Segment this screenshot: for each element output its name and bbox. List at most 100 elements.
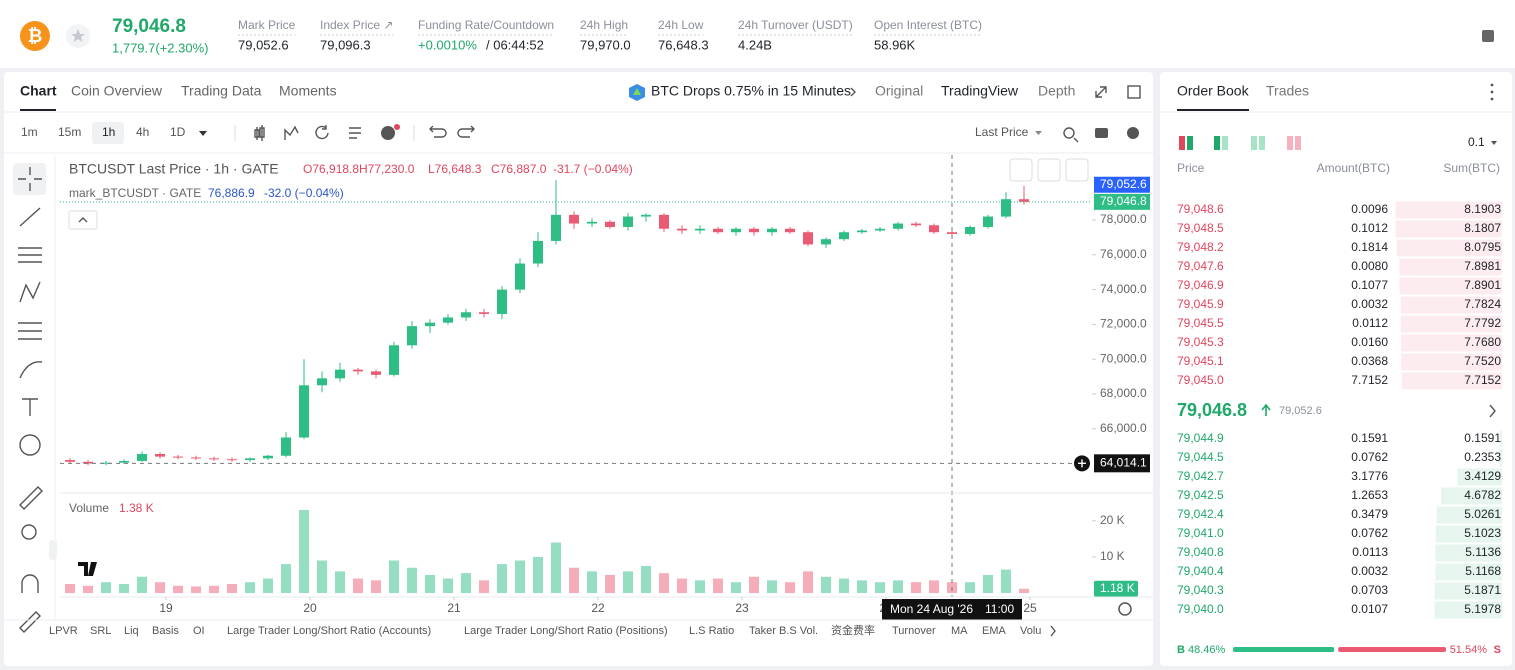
- alert-text[interactable]: BTC Drops 0.75% in 15 Minutes: [651, 83, 851, 99]
- expand-button[interactable]: [1095, 86, 1107, 98]
- order-price[interactable]: 79,048.2: [1177, 240, 1224, 254]
- indicator-button[interactable]: L.S Ratio: [689, 625, 734, 637]
- fib-tool[interactable]: [18, 322, 42, 340]
- alert-add-button[interactable]: [381, 126, 395, 140]
- interval-button[interactable]: 4h: [136, 125, 149, 139]
- mid-chevron[interactable]: [1489, 404, 1496, 418]
- chart-tab[interactable]: Chart: [20, 83, 57, 99]
- indicator-button[interactable]: OI: [193, 625, 205, 637]
- indicator-button[interactable]: SRL: [90, 625, 111, 637]
- book-view-icon[interactable]: [1295, 136, 1301, 150]
- order-price[interactable]: 79,045.1: [1177, 354, 1224, 368]
- ruler-tool[interactable]: [19, 486, 43, 510]
- book-tab[interactable]: Trades: [1266, 83, 1309, 99]
- pattern-tool[interactable]: [19, 281, 41, 303]
- indicator-button[interactable]: MA: [951, 625, 968, 637]
- hline-tool[interactable]: [18, 247, 42, 263]
- order-price[interactable]: 79,040.4: [1177, 564, 1224, 578]
- indicator-button[interactable]: Volu: [1020, 625, 1041, 637]
- book-view-icon[interactable]: [1179, 136, 1185, 150]
- chart-tab[interactable]: Trading Data: [181, 83, 262, 99]
- indicator-button[interactable]: Basis: [152, 625, 179, 637]
- fullscreen-button[interactable]: [1065, 158, 1089, 182]
- indicators-next[interactable]: [1050, 625, 1056, 637]
- book-view-icon[interactable]: [1222, 136, 1228, 150]
- candle-body: [749, 228, 760, 233]
- order-price[interactable]: 79,045.0: [1177, 373, 1224, 387]
- text-tool[interactable]: [22, 398, 38, 416]
- book-view-icon[interactable]: [1214, 136, 1220, 150]
- order-price[interactable]: 79,042.5: [1177, 488, 1224, 502]
- chart-tab[interactable]: Moments: [279, 83, 337, 99]
- indicator-button[interactable]: Turnover: [892, 625, 936, 637]
- interval-button[interactable]: 1m: [21, 125, 38, 139]
- pen-tool[interactable]: [19, 611, 41, 633]
- volume-bar: [659, 573, 670, 593]
- view-tab[interactable]: TradingView: [941, 83, 1019, 99]
- book-view-icon[interactable]: [1287, 136, 1293, 150]
- depth-bar: [1395, 220, 1502, 238]
- order-price[interactable]: 79,047.6: [1177, 259, 1224, 273]
- depth-bar: [1401, 353, 1502, 371]
- book-view-icon[interactable]: [1251, 136, 1257, 150]
- interval-button[interactable]: 1D: [170, 125, 186, 139]
- indicator-button[interactable]: 资金费率: [831, 623, 875, 637]
- order-price[interactable]: 79,044.9: [1177, 431, 1224, 445]
- order-price[interactable]: 79,040.3: [1177, 583, 1224, 597]
- order-price[interactable]: 79,041.0: [1177, 526, 1224, 540]
- order-price[interactable]: 79,046.9: [1177, 278, 1224, 292]
- price-type-select[interactable]: Last Price: [975, 125, 1029, 139]
- indicator-button[interactable]: Taker B.S Vol.: [749, 625, 818, 637]
- settings-button[interactable]: [1127, 127, 1139, 139]
- compare-button[interactable]: [315, 125, 329, 140]
- indicator-button[interactable]: Large Trader Long/Short Ratio (Accounts): [227, 625, 431, 637]
- indicator-button[interactable]: EMA: [982, 625, 1007, 637]
- order-price[interactable]: 79,045.9: [1177, 297, 1224, 311]
- legend-ohlc: -31.7 (−0.04%): [553, 162, 633, 176]
- order-price[interactable]: 79,040.0: [1177, 602, 1224, 616]
- candle-type-button[interactable]: [254, 125, 265, 141]
- order-price[interactable]: 79,045.3: [1177, 335, 1224, 349]
- brush-tool[interactable]: [19, 361, 43, 379]
- undo-button[interactable]: [429, 125, 447, 138]
- precision-select[interactable]: 0.1: [1468, 135, 1485, 149]
- indicator-button[interactable]: Liq: [124, 625, 139, 637]
- crosshair-tool[interactable]: [18, 167, 42, 191]
- book-view-icon[interactable]: [1187, 136, 1193, 150]
- legend-collapse[interactable]: [68, 210, 98, 230]
- chart-tab[interactable]: Coin Overview: [71, 83, 163, 99]
- magnet-tool[interactable]: [21, 574, 39, 593]
- order-price[interactable]: 79,042.4: [1177, 507, 1224, 521]
- order-price[interactable]: 79,042.7: [1177, 469, 1224, 483]
- emoji-tool[interactable]: [19, 434, 41, 456]
- interval-dropdown[interactable]: [199, 131, 207, 136]
- order-price[interactable]: 79,040.8: [1177, 545, 1224, 559]
- screenshot-button[interactable]: [1095, 128, 1108, 138]
- layout-button[interactable]: [1482, 30, 1494, 42]
- template-button[interactable]: [349, 127, 361, 139]
- trendline-tool[interactable]: [19, 207, 41, 227]
- last-volume-tag: [1094, 580, 1138, 597]
- interval-button[interactable]: 1h: [102, 125, 115, 139]
- reset-button[interactable]: [1037, 158, 1061, 182]
- search-button[interactable]: [1063, 127, 1079, 143]
- order-price[interactable]: 79,048.5: [1177, 221, 1224, 235]
- view-tab[interactable]: Depth: [1038, 83, 1075, 99]
- zoom-tool[interactable]: [21, 524, 37, 540]
- indicator-button[interactable]: Large Trader Long/Short Ratio (Positions…: [464, 625, 668, 637]
- indicator-button[interactable]: LPVR: [49, 625, 78, 637]
- order-price[interactable]: 79,045.5: [1177, 316, 1224, 330]
- window-button[interactable]: [1127, 85, 1141, 99]
- view-tab[interactable]: Original: [875, 83, 923, 99]
- axis-settings-button[interactable]: [1118, 602, 1132, 616]
- interval-button[interactable]: 15m: [58, 125, 81, 139]
- order-price[interactable]: 79,048.6: [1177, 202, 1224, 216]
- order-price[interactable]: 79,044.5: [1177, 450, 1224, 464]
- indicator-button[interactable]: [284, 125, 299, 140]
- book-tab[interactable]: Order Book: [1177, 83, 1250, 99]
- scroll-button[interactable]: [1009, 158, 1033, 182]
- buy-ratio-bar: [1233, 647, 1335, 652]
- redo-button[interactable]: [457, 125, 475, 138]
- book-view-icon[interactable]: [1259, 136, 1265, 150]
